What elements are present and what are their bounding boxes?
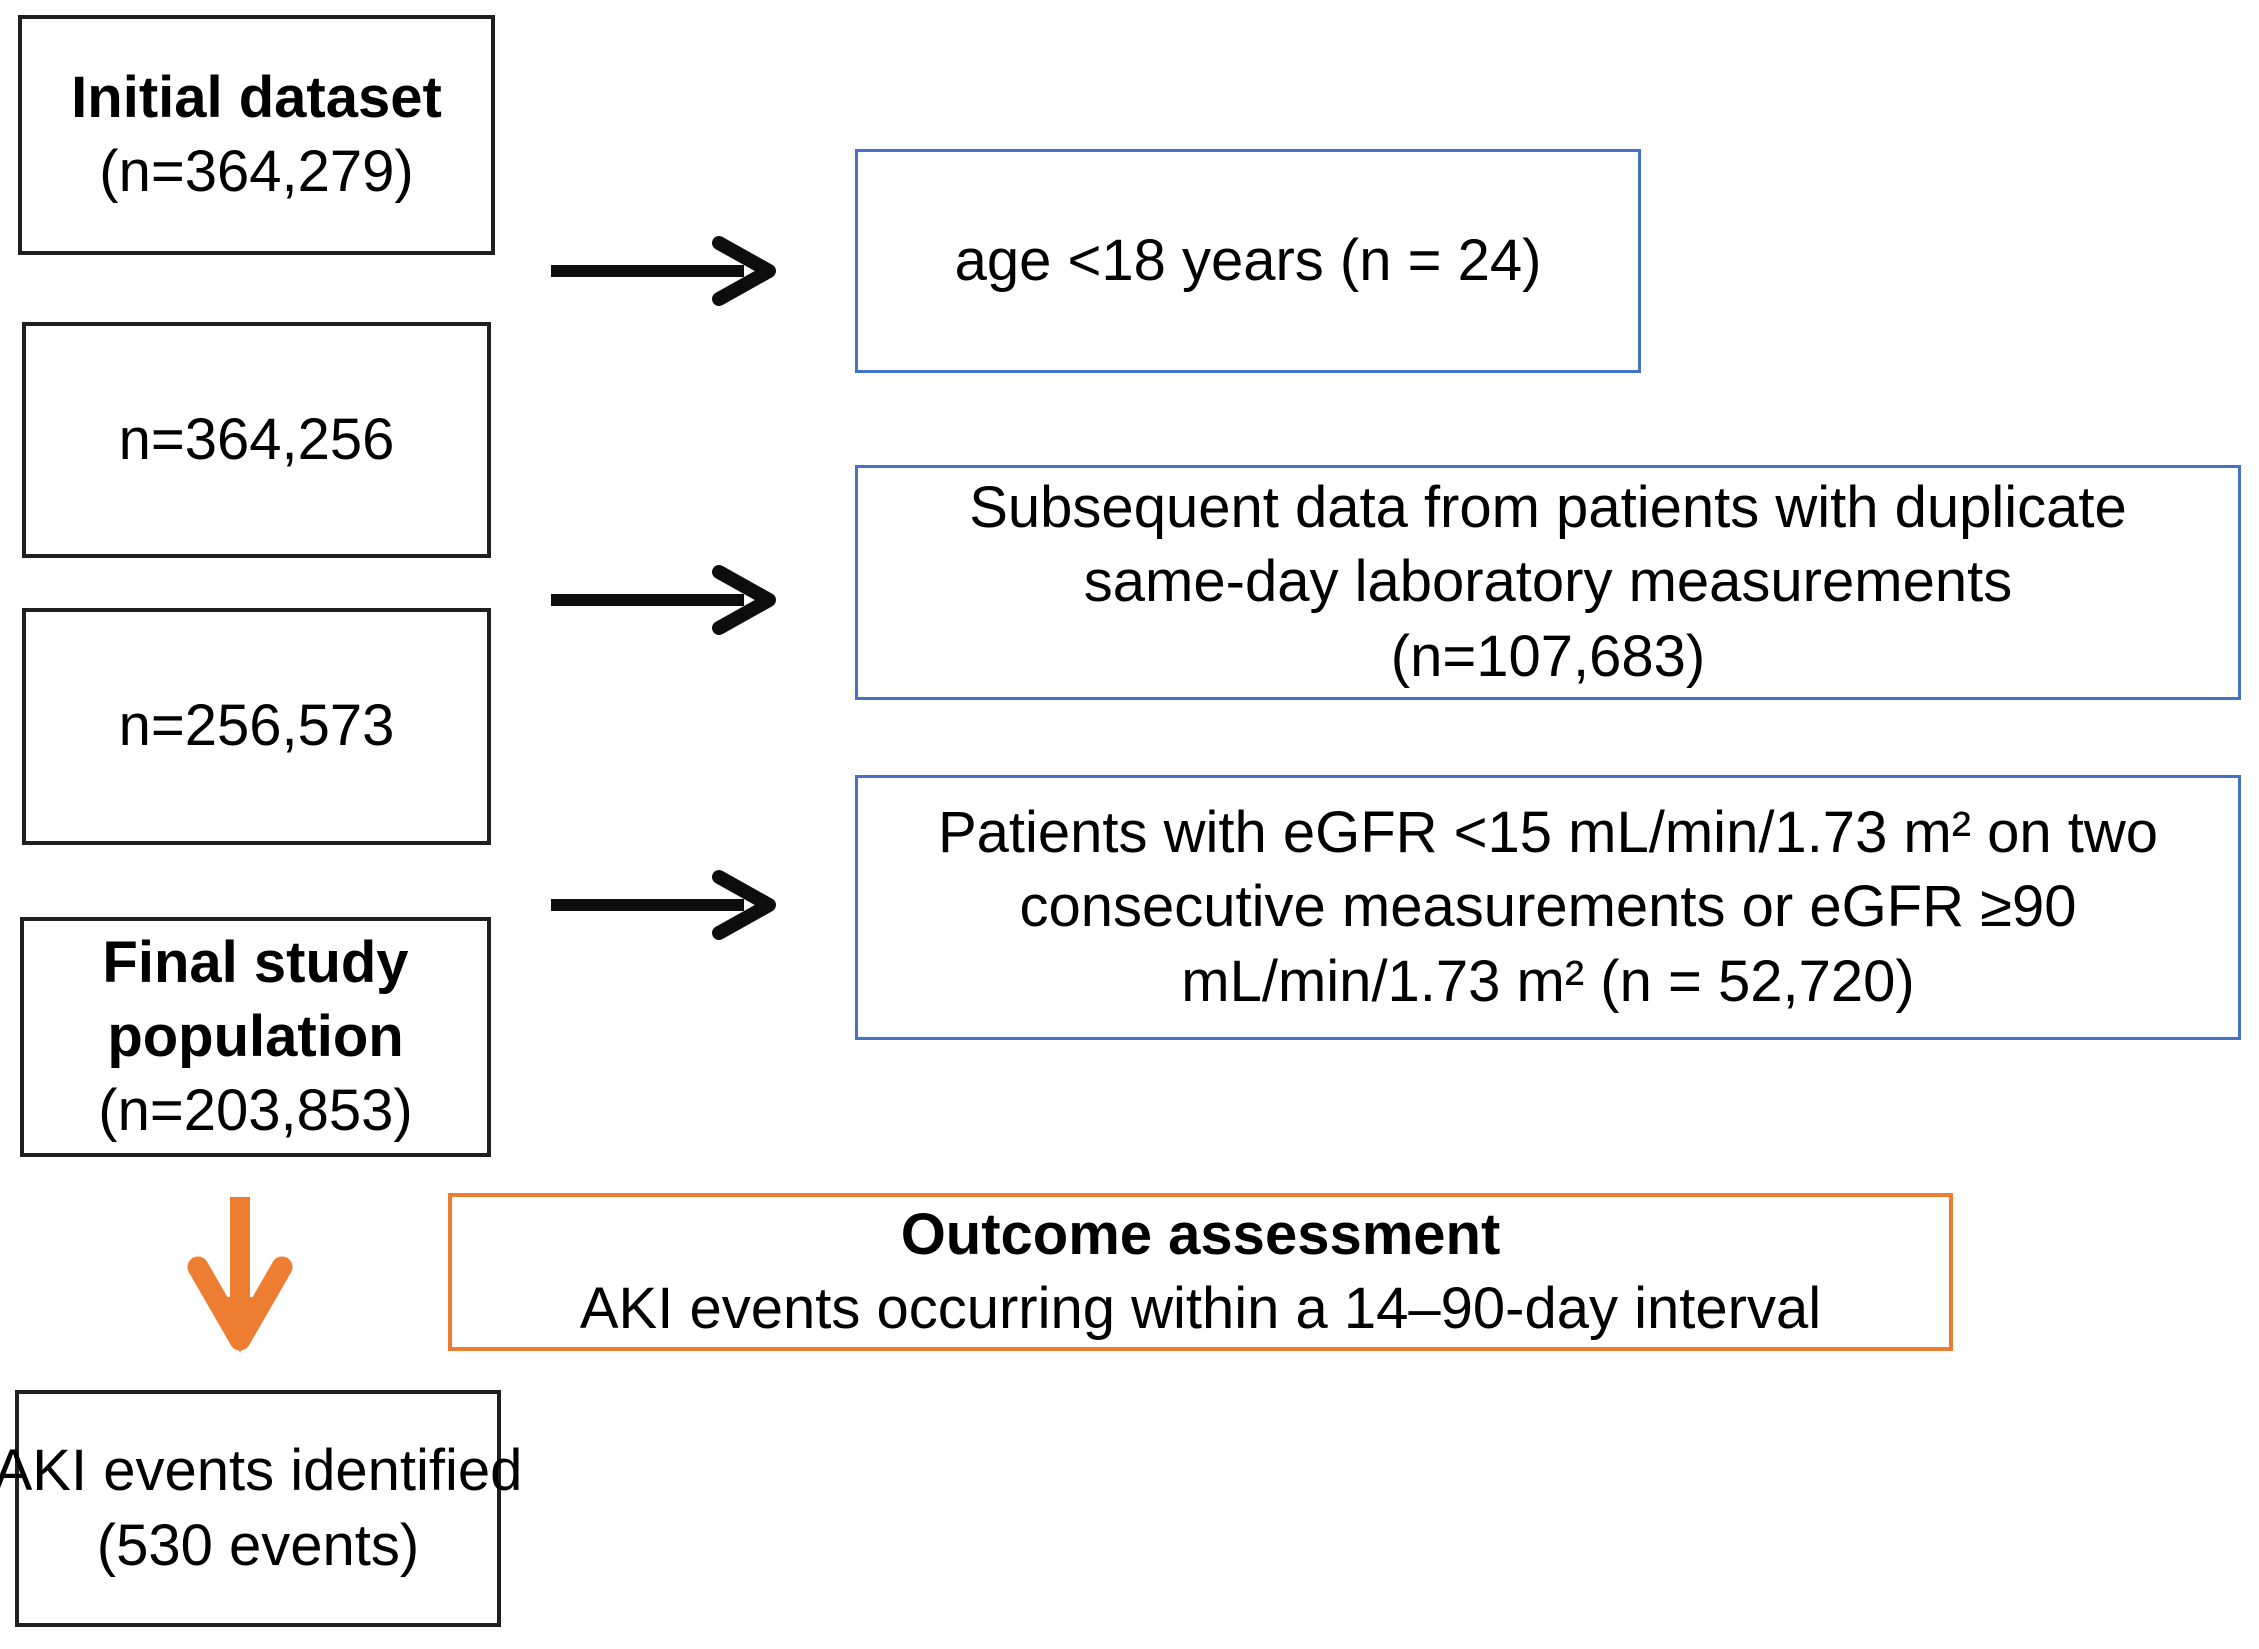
right-arrow-icon bbox=[551, 236, 776, 306]
exclusion-text: consecutive measurements or eGFR ≥90 bbox=[1019, 874, 2077, 940]
outcome-title: Outcome assessment bbox=[900, 1201, 1501, 1267]
down-arrow-icon bbox=[187, 1197, 293, 1353]
exclusion-count: (n=107,683) bbox=[1390, 623, 1706, 689]
exclusion-text: age <18 years (n = 24) bbox=[954, 227, 1542, 293]
box-title: Initial dataset bbox=[71, 64, 442, 130]
box-count: (530 events) bbox=[96, 1512, 420, 1578]
exclusion-text: same-day laboratory measurements bbox=[1083, 549, 2013, 615]
box-count: n=256,573 bbox=[118, 693, 395, 759]
right-arrow-icon bbox=[551, 565, 776, 635]
right-arrow-icon bbox=[551, 870, 776, 940]
exclusion-text: Patients with eGFR <15 mL/min/1.73 m² on… bbox=[937, 800, 2159, 866]
box-count: (n=203,853) bbox=[98, 1078, 413, 1144]
count-after-duplicate-exclusion-box: n=256,573 bbox=[22, 608, 491, 845]
count-after-age-exclusion-box: n=364,256 bbox=[22, 322, 491, 558]
outcome-subtitle: AKI events occurring within a 14–90-day … bbox=[579, 1276, 1822, 1341]
box-count: n=364,256 bbox=[118, 406, 395, 472]
exclusion-count: mL/min/1.73 m² (n = 52,720) bbox=[1181, 948, 1915, 1014]
exclusion-egfr-box: Patients with eGFR <15 mL/min/1.73 m² on… bbox=[855, 775, 2241, 1040]
final-study-population-box: Final study population (n=203,853) bbox=[20, 917, 491, 1157]
aki-events-identified-box: AKI events identified (530 events) bbox=[0, 1390, 522, 1627]
box-title: population bbox=[107, 1003, 404, 1069]
box-count: (n=364,279) bbox=[99, 139, 414, 204]
exclusion-duplicate-measurements-box: Subsequent data from patients with dupli… bbox=[855, 465, 2241, 700]
box-text: AKI events identified bbox=[0, 1438, 523, 1504]
outcome-assessment-box: Outcome assessment AKI events occurring … bbox=[448, 1193, 1953, 1351]
exclusion-age-box: age <18 years (n = 24) bbox=[855, 149, 1641, 373]
exclusion-text: Subsequent data from patients with dupli… bbox=[969, 475, 2127, 541]
initial-dataset-box: Initial dataset (n=364,279) bbox=[18, 15, 495, 255]
box-title: Final study bbox=[102, 929, 409, 995]
